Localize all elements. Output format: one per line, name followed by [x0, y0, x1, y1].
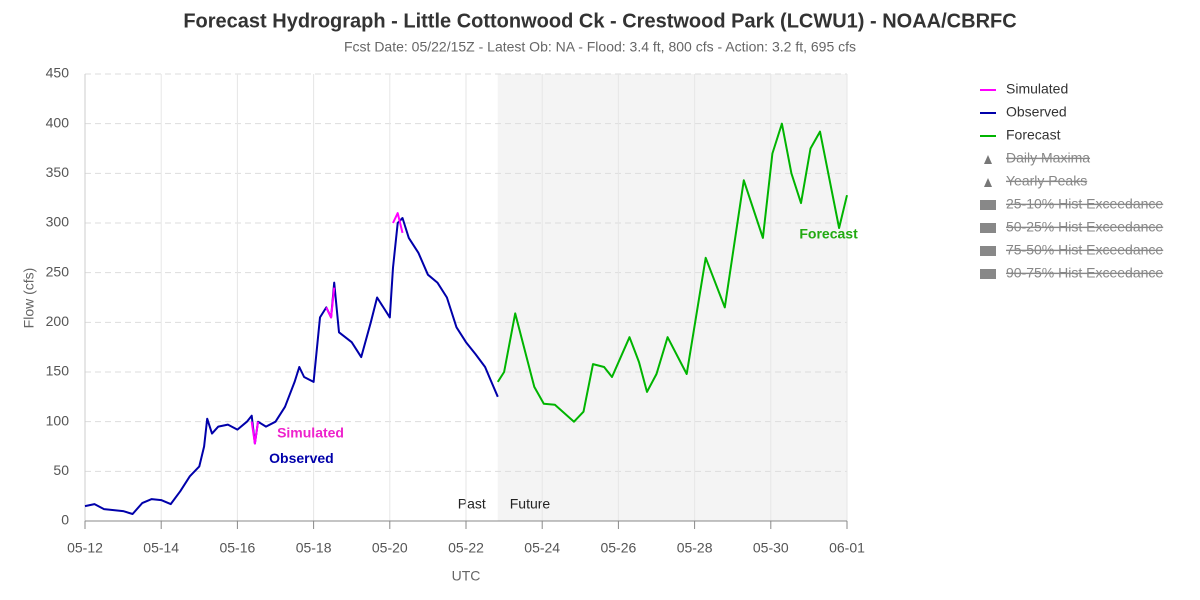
legend-label-hidden: 50-25% Hist Exceedance: [1006, 219, 1163, 235]
x-tick-label: 05-18: [296, 540, 332, 556]
y-tick-label: 400: [46, 114, 70, 130]
x-tick-label: 05-20: [372, 540, 408, 556]
legend-icon: [980, 223, 996, 233]
annotation: Forecast: [799, 226, 858, 242]
legend-icon: [984, 155, 992, 164]
legend-label-hidden: Yearly Peaks: [1006, 173, 1087, 189]
y-tick-label: 250: [46, 263, 70, 279]
x-tick-label: 05-14: [143, 540, 179, 556]
x-tick-label: 05-22: [448, 540, 484, 556]
annotation: Simulated: [277, 424, 344, 440]
legend-label: Forecast: [1006, 127, 1061, 143]
x-tick-label: 05-12: [67, 540, 103, 556]
chart-title: Forecast Hydrograph - Little Cottonwood …: [183, 10, 1016, 32]
series-line: [84, 217, 499, 515]
future-label: Future: [510, 496, 551, 512]
x-tick-label: 05-28: [677, 540, 713, 556]
chart-subtitle: Fcst Date: 05/22/15Z - Latest Ob: NA - F…: [344, 39, 856, 55]
legend-icon: [980, 246, 996, 256]
legend-label-hidden: Daily Maxima: [1006, 150, 1090, 166]
series-line: [392, 212, 404, 234]
y-tick-label: 100: [46, 412, 70, 428]
y-tick-label: 300: [46, 214, 70, 230]
x-tick-label: 06-01: [829, 540, 865, 556]
legend-icon: [984, 178, 992, 187]
legend-label-hidden: 75-50% Hist Exceedance: [1006, 242, 1163, 258]
legend-icon: [980, 200, 996, 210]
legend-label: Simulated: [1006, 81, 1068, 97]
legend-label-hidden: 25-10% Hist Exceedance: [1006, 196, 1163, 212]
legend-label: Observed: [1006, 104, 1067, 120]
y-tick-label: 0: [61, 512, 69, 528]
legend-label-hidden: 90-75% Hist Exceedance: [1006, 265, 1163, 281]
y-tick-label: 350: [46, 164, 70, 180]
series-line: [250, 421, 259, 445]
x-tick-label: 05-26: [600, 540, 636, 556]
x-tick-label: 05-16: [219, 540, 255, 556]
legend-icon: [980, 269, 996, 279]
y-tick-label: 150: [46, 363, 70, 379]
x-tick-label: 05-24: [524, 540, 560, 556]
y-axis-label: Flow (cfs): [21, 268, 37, 329]
y-tick-label: 450: [46, 65, 70, 81]
x-axis-label: UTC: [452, 568, 481, 584]
annotation: Observed: [269, 450, 334, 466]
y-tick-label: 200: [46, 313, 70, 329]
x-tick-label: 05-30: [753, 540, 789, 556]
series-line: [496, 122, 848, 423]
series-line: [325, 287, 336, 319]
past-label: Past: [458, 496, 486, 512]
future-region: [497, 74, 847, 521]
y-tick-label: 50: [53, 462, 69, 478]
